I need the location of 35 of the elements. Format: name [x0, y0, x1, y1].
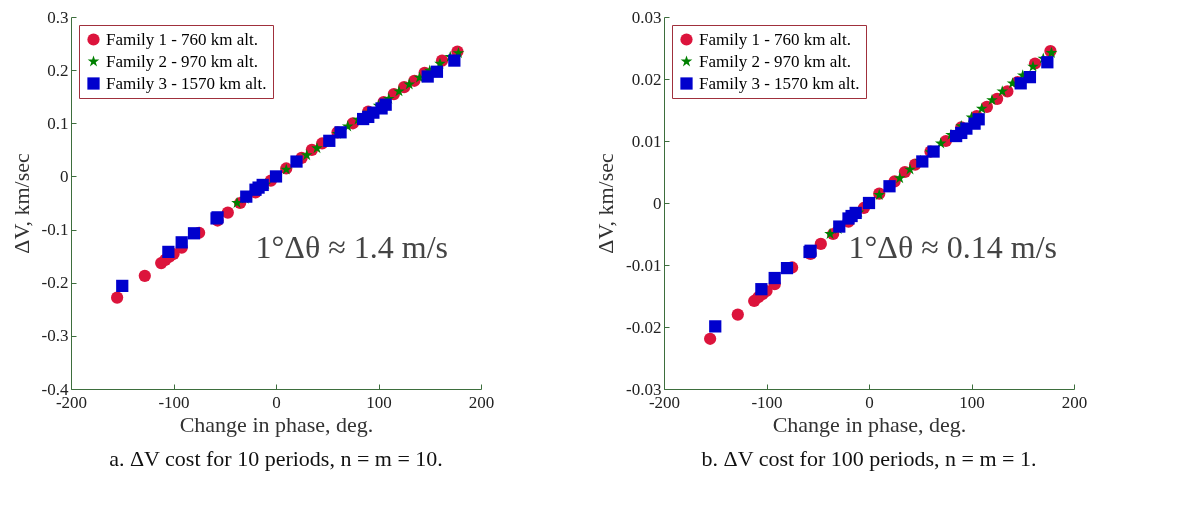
y-tick-label: 0: [653, 193, 662, 213]
x-tick-label: 0: [865, 392, 874, 412]
x-tick-label: 0: [272, 392, 281, 412]
y-tick-label: 0: [60, 166, 69, 186]
y-tick-label: 0.2: [47, 60, 69, 80]
x-axis-title: Change in phase, deg.: [179, 411, 374, 437]
y-tick-label: -0.3: [41, 326, 69, 346]
y-tick-label: -0.02: [626, 317, 662, 337]
y-tick-label: 0.1: [47, 113, 69, 133]
x-tick-label: -100: [751, 392, 783, 412]
x-tick-label: 200: [1061, 392, 1088, 412]
annotation: 1°Δθ ≈ 0.14 m/s: [848, 228, 1057, 265]
text: b. ΔV cost for 100 periods, n = m = 1.: [701, 446, 1037, 471]
y-tick-label: 0.3: [47, 7, 69, 27]
y-tick-label: -0.01: [626, 255, 662, 275]
x-tick-label: -100: [158, 392, 190, 412]
x-tick-label: 200: [468, 392, 495, 412]
legend-label: Family 3 - 1570 km alt.: [106, 73, 267, 93]
y-axis-title: ΔV, km/sec: [593, 153, 619, 254]
x-tick-label: 100: [366, 392, 392, 412]
y-tick-label: -0.1: [41, 220, 69, 240]
legend-label: Family 2 - 970 km alt.: [106, 51, 259, 71]
y-tick-label: 0.02: [631, 69, 662, 89]
y-tick-label: 0.01: [631, 131, 662, 151]
legend-label: Family 2 - 970 km alt.: [699, 51, 852, 71]
annotation: 1°Δθ ≈ 1.4 m/s: [255, 228, 448, 265]
legend-label: Family 1 - 760 km alt.: [699, 29, 852, 49]
y-axis-title: ΔV, km/sec: [8, 153, 34, 254]
y-tick-label: 0.03: [631, 7, 662, 27]
y-tick-label: -0.2: [41, 273, 69, 293]
text: a. ΔV cost for 10 periods, n = m = 10.: [109, 446, 443, 471]
legend-label: Family 1 - 760 km alt.: [106, 29, 259, 49]
legend-label: Family 3 - 1570 km alt.: [699, 73, 860, 93]
x-tick-label: 100: [959, 392, 985, 412]
x-axis-title: Change in phase, deg.: [772, 411, 967, 437]
